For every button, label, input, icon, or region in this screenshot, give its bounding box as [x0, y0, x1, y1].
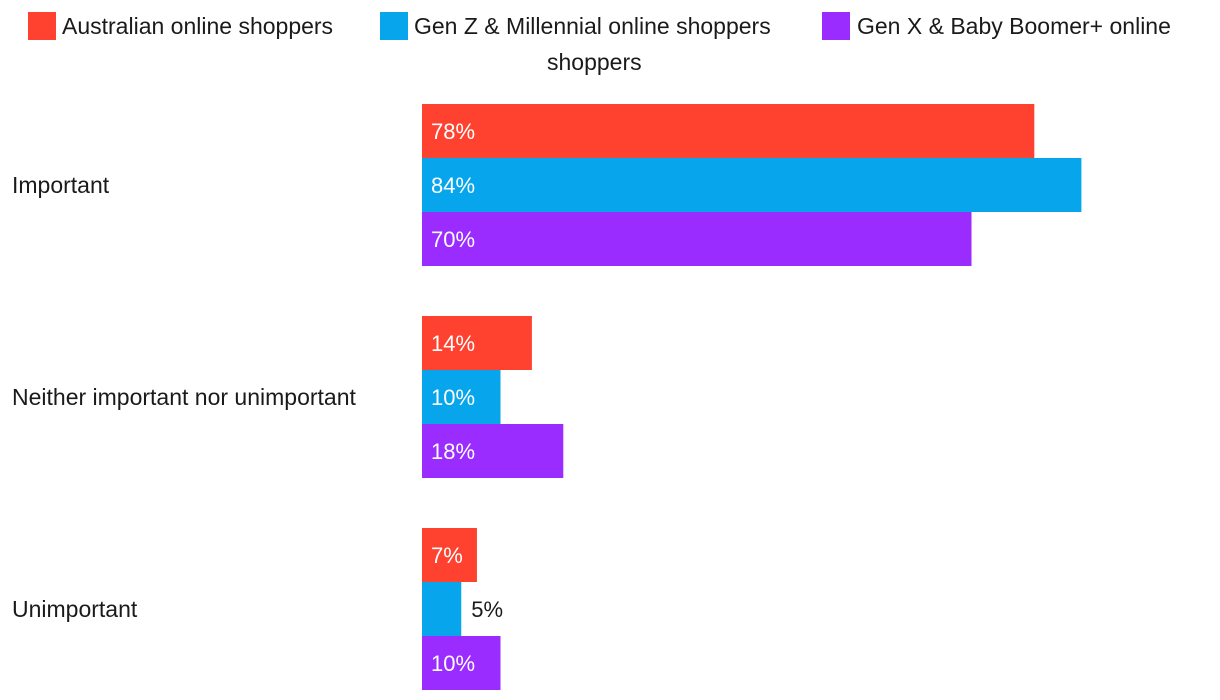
category-label-important: Important [12, 172, 110, 198]
legend-label-genx-boomer: Gen X & Baby Boomer+ online [857, 13, 1171, 39]
bar-value-label-important-series-0: 78% [431, 119, 475, 144]
category-label-neither-important-nor-unimportant: Neither important nor unimportant [12, 384, 356, 410]
bar-unimportant-series-1 [422, 582, 462, 636]
category-label-unimportant: Unimportant [12, 596, 138, 622]
bar-value-label-important-series-2: 70% [431, 227, 475, 252]
bar-neither-important-nor-unimportant-series-1 [422, 370, 501, 424]
legend-label-genx-boomer-wrap: shoppers [547, 49, 642, 75]
bars [422, 104, 1082, 690]
bar-unimportant-series-0 [422, 528, 477, 582]
legend-label-genz-millennial: Gen Z & Millennial online shoppers [414, 13, 771, 39]
bar-value-labels: 78% 84% 70% 14% 10% 18% 7% 5% 10% [431, 119, 503, 676]
bar-unimportant-series-2 [422, 636, 501, 690]
bar-value-label-important-series-1: 84% [431, 173, 475, 198]
bar-important-series-2 [422, 212, 972, 266]
bar-neither-important-nor-unimportant-series-2 [422, 424, 564, 478]
bar-value-label-neither-important-nor-unimportant-series-2: 18% [431, 439, 475, 464]
bar-value-label-neither-important-nor-unimportant-series-0: 14% [431, 331, 475, 356]
legend-label-australian: Australian online shoppers [62, 13, 334, 39]
bar-value-label-unimportant-series-0: 7% [431, 543, 463, 568]
bar-important-series-1 [422, 158, 1082, 212]
bar-neither-important-nor-unimportant-series-0 [422, 316, 532, 370]
bar-value-label-unimportant-series-1: 5% [471, 597, 503, 622]
legend-swatch-genz-millennial [380, 12, 408, 40]
bar-value-label-unimportant-series-2: 10% [431, 651, 475, 676]
bar-value-label-neither-important-nor-unimportant-series-1: 10% [431, 385, 475, 410]
chart-legend: Australian online shoppers Gen Z & Mille… [0, 0, 1220, 90]
bar-important-series-0 [422, 104, 1035, 158]
legend-swatch-genx-boomer [822, 12, 850, 40]
category-labels: Important Neither important nor unimporta… [12, 172, 356, 622]
legend-swatch-australian [28, 12, 56, 40]
